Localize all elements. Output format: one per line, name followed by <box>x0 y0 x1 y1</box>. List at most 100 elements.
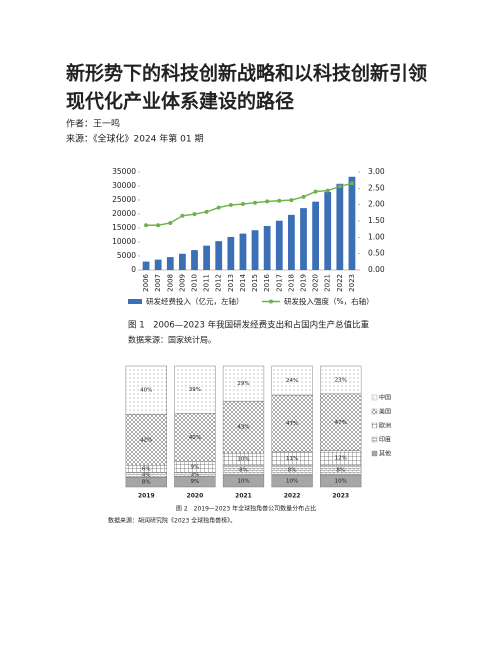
value-label: 11% <box>286 456 298 462</box>
bar <box>166 257 174 270</box>
x-tick-label: 2014 <box>239 273 247 291</box>
x-tick-label: 2021 <box>324 274 332 292</box>
line-marker <box>180 213 185 218</box>
x-tick-label: 2022 <box>336 274 344 292</box>
line-marker <box>301 194 306 199</box>
y2-tick-label: 1.50 <box>368 216 385 225</box>
y-tick-label: 20000 <box>112 209 136 218</box>
bar-segment <box>271 394 313 453</box>
legend-label: 中国 <box>379 394 391 402</box>
bar-segment <box>125 365 167 415</box>
value-label: 6% <box>142 466 151 472</box>
bar-segment <box>222 365 265 402</box>
value-label: 23% <box>335 377 347 383</box>
x-tick-label: 2011 <box>203 274 211 292</box>
value-label: 24% <box>286 378 298 384</box>
y-tick-label: 25000 <box>112 195 136 204</box>
bar <box>215 241 223 270</box>
value-label: 10% <box>335 478 347 484</box>
legend-swatch <box>128 299 142 304</box>
bar <box>300 208 307 270</box>
legend-swatch <box>371 436 378 443</box>
y2-tick-label: 1.00 <box>368 232 385 241</box>
value-label: 9% <box>191 465 200 471</box>
note: 数据来源：国家统计局。 <box>128 335 216 345</box>
bar-segment <box>320 393 362 451</box>
value-label: 40% <box>189 435 201 441</box>
x-tick-label: 2020 <box>312 274 320 292</box>
note: 数据来源：胡润研究院《2023 全球独角兽榜》。 <box>108 517 236 525</box>
x-tick-label: 2015 <box>251 274 259 292</box>
value-label: 42% <box>140 437 152 443</box>
line <box>146 182 353 226</box>
x-tick-label: 2007 <box>154 274 162 292</box>
legend-label: 欧洲 <box>379 422 391 430</box>
caption: 图 2 2019—2023 年全球独角兽公司数量分布占比 <box>176 505 316 513</box>
y-tick-label: 0 <box>131 265 136 274</box>
legend-label: 印度 <box>379 436 391 444</box>
x-tick-label: 2022 <box>284 493 301 500</box>
value-label: 39% <box>189 387 201 393</box>
x-tick-label: 2009 <box>178 274 186 292</box>
value-label: 10% <box>237 478 249 484</box>
legend-label: 其他 <box>379 450 391 458</box>
line-marker <box>204 209 209 214</box>
x-tick-label: 2018 <box>287 274 295 292</box>
legend-swatch <box>269 299 273 304</box>
x-tick-label: 2010 <box>191 274 199 292</box>
value-label: 43% <box>237 425 249 431</box>
legend-swatch <box>371 422 378 429</box>
title: 新形势下的科技创新战略和以科技创新引领 <box>66 62 427 85</box>
legend-swatch <box>371 450 378 457</box>
line-marker <box>277 198 282 203</box>
y-tick-label: 35000 <box>112 167 136 176</box>
bar <box>324 191 332 270</box>
line-marker <box>240 202 245 207</box>
value-label: 4% <box>142 472 151 478</box>
line-marker <box>216 205 221 210</box>
x-tick-label: 2020 <box>187 493 204 500</box>
y-tick-label: 5000 <box>117 251 136 260</box>
legend-label: 美国 <box>379 408 391 416</box>
x-tick-label: 2016 <box>263 273 271 291</box>
x-tick-label: 2019 <box>300 274 308 292</box>
bar <box>227 236 235 270</box>
legend-swatch <box>371 394 378 401</box>
value-label: 10% <box>237 457 249 463</box>
bar-segment <box>125 414 167 466</box>
bar <box>312 201 320 270</box>
y2-tick-label: 2.50 <box>368 183 385 192</box>
line-marker <box>192 212 197 217</box>
y-tick-label: 15000 <box>112 223 136 232</box>
legend-label: 研发经费投入（亿元，左轴） <box>146 296 244 306</box>
x-tick-label: 2012 <box>215 274 223 292</box>
bar <box>178 253 186 270</box>
line-marker <box>168 220 173 225</box>
bar <box>263 226 271 270</box>
bar <box>275 220 283 270</box>
y2-tick-label: 3.00 <box>368 167 385 176</box>
value-label: 47% <box>286 421 298 427</box>
line-marker <box>337 184 342 189</box>
x-tick-label: 2017 <box>275 274 283 292</box>
bar <box>191 250 198 270</box>
bar <box>203 245 211 270</box>
bar-segment <box>271 365 313 396</box>
bar <box>287 214 295 270</box>
bar-segment <box>174 412 216 462</box>
bar-segment <box>174 365 216 414</box>
bar <box>154 259 162 270</box>
x-tick-label: 2021 <box>235 493 252 500</box>
y2-tick-label: 0.00 <box>368 265 385 274</box>
value-label: 47% <box>335 420 347 426</box>
value-label: 12% <box>335 455 347 461</box>
bar-segment <box>222 400 265 454</box>
bar-segment <box>320 365 362 395</box>
value-label: 9% <box>191 479 200 485</box>
value-label: 8% <box>288 468 297 474</box>
bar <box>348 176 356 270</box>
line-marker <box>156 223 161 228</box>
y-tick-label: 10000 <box>112 237 136 246</box>
line-marker <box>228 202 233 207</box>
value-label: 3% <box>191 472 200 478</box>
